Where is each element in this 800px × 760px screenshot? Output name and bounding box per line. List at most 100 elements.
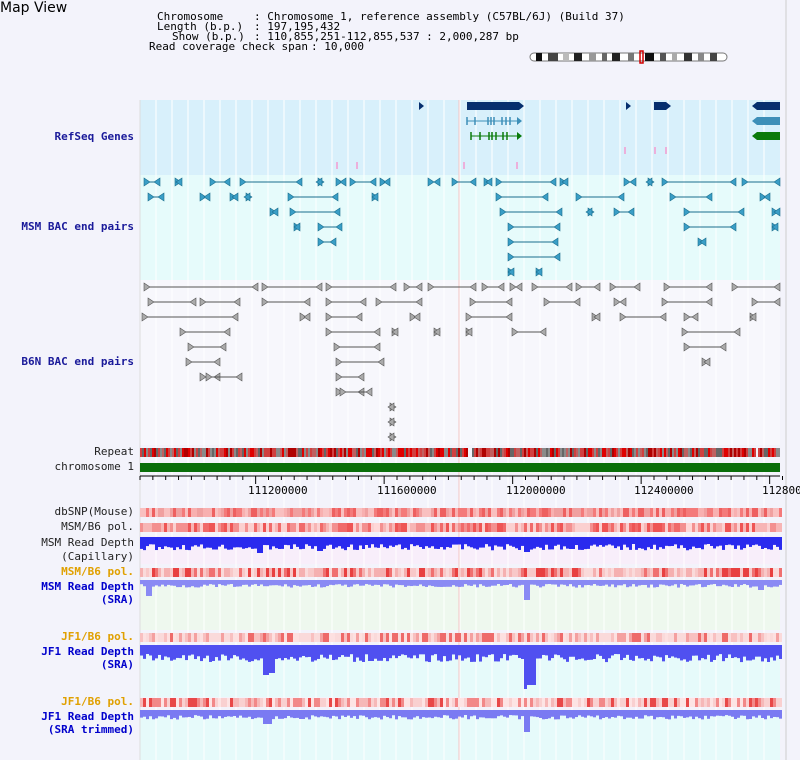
heat-cell [323, 568, 326, 577]
repeat-segment [220, 448, 222, 457]
heat-cell [224, 508, 227, 517]
depth-bar [224, 645, 227, 656]
heat-cell [731, 508, 734, 517]
heat-cell [479, 633, 482, 642]
depth-bar [290, 580, 293, 588]
ideogram-band [589, 53, 596, 61]
depth-bar [617, 710, 620, 716]
heat-cell [311, 633, 314, 642]
depth-bar [551, 580, 554, 585]
bac-end [189, 297, 197, 307]
heat-cell [332, 523, 335, 532]
heat-cell [470, 523, 473, 532]
heat-cell [398, 508, 401, 517]
heat-cell [476, 698, 479, 707]
heat-cell [263, 568, 266, 577]
depth-bar [446, 537, 449, 548]
msm-bac-label: MSM BAC end pairs [21, 220, 134, 233]
depth-bar [608, 537, 611, 545]
bac-end [335, 222, 343, 232]
depth-bar [500, 580, 503, 586]
heat-cell [755, 568, 758, 577]
heat-cell [302, 633, 305, 642]
heat-cell [692, 633, 695, 642]
heat-cell [146, 698, 149, 707]
heat-cell [647, 698, 650, 707]
heat-cell [701, 633, 704, 642]
depth-bar [542, 537, 545, 550]
heat-cell [488, 698, 491, 707]
repeat-segment [430, 448, 432, 457]
gene-exon [654, 102, 666, 110]
depth-bar [728, 537, 731, 545]
bac-end [315, 177, 323, 187]
depth-bar [656, 537, 659, 550]
depth-bar [584, 645, 587, 661]
depth-bar [542, 580, 545, 587]
bac-end [387, 432, 395, 442]
heat-cell [323, 523, 326, 532]
depth-bar [410, 710, 413, 720]
depth-bar [227, 580, 230, 585]
gene-exon [757, 132, 780, 140]
heat-cell [527, 633, 530, 642]
heat-cell [215, 698, 218, 707]
depth-bar [602, 580, 605, 586]
depth-bar [212, 537, 215, 550]
depth-bar [632, 537, 635, 545]
depth-bar [674, 710, 677, 719]
heat-cell [710, 523, 713, 532]
repeat-segment [452, 448, 454, 457]
depth-bar [665, 645, 668, 656]
repeat-segment [556, 448, 558, 457]
depth-bar [455, 537, 458, 545]
depth-bar [479, 580, 482, 585]
depth-bar [374, 645, 377, 659]
heat-cell [443, 698, 446, 707]
depth-bar [332, 710, 335, 716]
depth-bar [428, 710, 431, 718]
heat-cell [695, 698, 698, 707]
heat-cell [446, 508, 449, 517]
heat-cell [674, 568, 677, 577]
heat-cell [617, 568, 620, 577]
heat-cell [227, 633, 230, 642]
bac-end [369, 177, 377, 187]
depth-bar [215, 645, 218, 658]
heat-cell [512, 568, 515, 577]
depth-bar [557, 537, 560, 545]
heat-cell [167, 508, 170, 517]
heat-cell [452, 508, 455, 517]
heat-cell [746, 508, 749, 517]
depth-bar [227, 537, 230, 550]
heat-cell [752, 698, 755, 707]
repeat-segment [402, 448, 404, 457]
heat-cell [566, 568, 569, 577]
heat-cell [614, 698, 617, 707]
axis-tick-label: 111200000 [248, 484, 308, 497]
depth-bar [620, 645, 623, 661]
repeat-segment [328, 448, 330, 457]
heat-cell [158, 633, 161, 642]
depth-bar [164, 645, 167, 657]
heat-cell [611, 568, 614, 577]
depth-bar [266, 645, 269, 675]
heat-cell [659, 508, 662, 517]
bac-end [683, 342, 691, 352]
heat-cell [212, 568, 215, 577]
depth-bar [350, 710, 353, 718]
bac-end [553, 252, 561, 262]
heat-cell [524, 568, 527, 577]
heat-cell [398, 633, 401, 642]
depth-bar [662, 537, 665, 549]
depth-bar [710, 645, 713, 662]
depth-bar [779, 710, 782, 719]
repeat-segment [518, 448, 520, 457]
depth-bar [158, 710, 161, 717]
heat-cell [140, 568, 143, 577]
bac-end [593, 282, 601, 292]
gene-strand-arrow [752, 102, 757, 110]
heat-cell [428, 508, 431, 517]
heat-cell [479, 568, 482, 577]
